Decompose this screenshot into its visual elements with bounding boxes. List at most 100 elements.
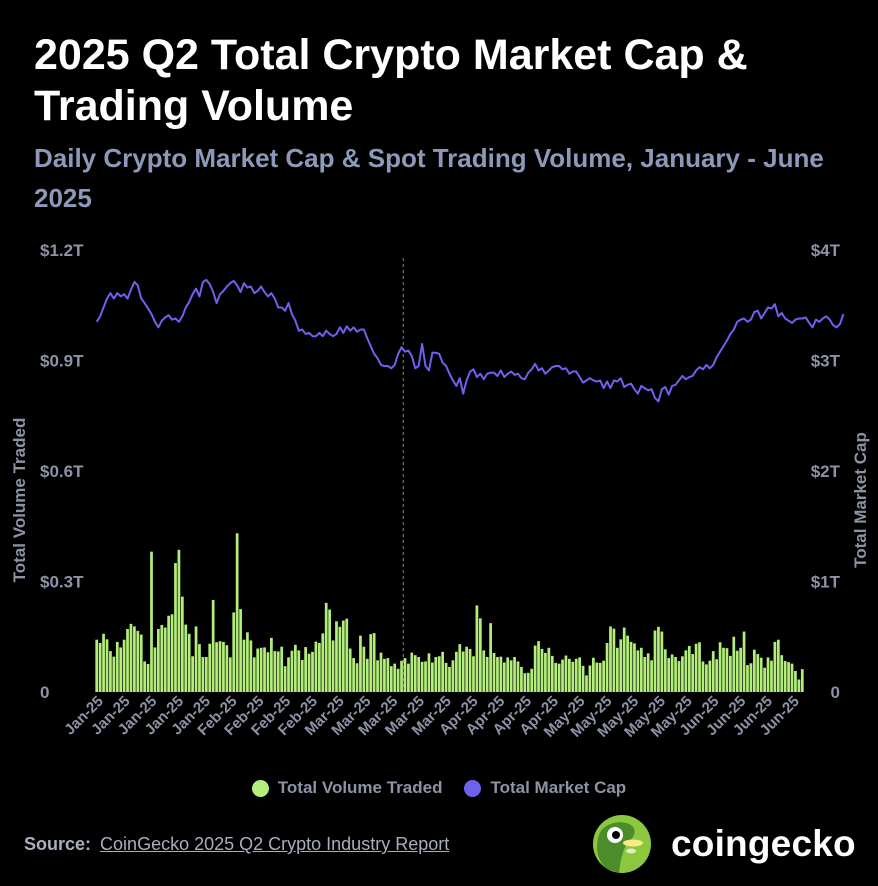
volume-bar — [335, 621, 338, 692]
volume-bar — [674, 657, 677, 692]
volume-bar — [667, 658, 671, 692]
volume-bar — [739, 647, 742, 692]
volume-bar — [766, 657, 770, 692]
volume-bar — [109, 651, 112, 692]
volume-bar — [533, 645, 537, 692]
volume-bar — [485, 657, 489, 692]
volume-bar — [126, 629, 129, 692]
volume-bar — [687, 645, 691, 692]
volume-bar — [547, 647, 551, 692]
volume-bar — [263, 647, 266, 692]
volume-bar — [619, 639, 623, 692]
volume-bar — [759, 657, 763, 692]
y-right-tick-label: $3T — [811, 352, 841, 371]
legend-item-market-cap[interactable]: Total Market Cap — [464, 778, 626, 798]
volume-bar — [636, 650, 640, 692]
volume-bar — [280, 646, 284, 692]
volume-bar — [294, 644, 297, 692]
y-left-tick-label: $1.2T — [40, 241, 84, 260]
volume-bar — [150, 551, 153, 692]
volume-bar — [526, 672, 530, 692]
volume-bar — [119, 647, 123, 692]
volume-bar — [790, 663, 794, 692]
volume-bar — [794, 671, 797, 692]
volume-bar — [163, 627, 167, 692]
volume-bar — [232, 612, 236, 692]
volume-bar — [643, 657, 647, 692]
volume-bar — [198, 644, 201, 692]
volume-bar — [540, 648, 544, 692]
volume-bar — [122, 639, 126, 692]
legend-item-volume[interactable]: Total Volume Traded — [251, 778, 442, 798]
volume-bar — [585, 675, 588, 692]
volume-bar — [386, 658, 390, 692]
volume-bar — [684, 650, 688, 692]
volume-bar — [639, 647, 643, 692]
volume-bar — [252, 657, 256, 692]
volume-bar — [324, 602, 328, 692]
volume-bar — [722, 647, 725, 692]
volume-bar — [701, 661, 705, 692]
volume-bar — [663, 649, 667, 692]
volume-bar — [174, 563, 177, 692]
volume-bar — [417, 657, 421, 692]
volume-bar — [615, 647, 619, 692]
volume-bar — [670, 654, 674, 692]
volume-bar — [300, 659, 304, 692]
y-left-tick-label: $0.6T — [40, 462, 84, 481]
volume-bar — [444, 662, 448, 692]
volume-bar — [492, 652, 496, 692]
volume-bar — [694, 643, 698, 692]
volume-bar — [383, 658, 386, 692]
chart-subtitle: Daily Crypto Market Cap & Spot Trading V… — [34, 143, 824, 213]
volume-bar — [595, 662, 599, 692]
volume-bar — [311, 651, 314, 692]
volume-bar — [136, 630, 140, 692]
chart-title: 2025 Q2 Total Crypto Market Cap & Tradin… — [34, 31, 748, 130]
volume-bar — [520, 666, 523, 692]
volume-bar — [211, 599, 215, 692]
y-left-tick-label: $0.9T — [40, 352, 84, 371]
volume-bar — [554, 662, 558, 692]
volume-bar — [276, 651, 280, 692]
volume-bar — [454, 651, 458, 692]
volume-bar — [437, 656, 441, 692]
volume-bar — [465, 646, 468, 692]
volume-bar — [266, 652, 270, 692]
volume-bar — [509, 660, 513, 692]
volume-bar — [681, 656, 684, 692]
volume-bar — [705, 664, 708, 693]
volume-bar — [352, 658, 355, 692]
volume-bar — [139, 634, 143, 692]
source-link[interactable]: CoinGecko 2025 Q2 Crypto Industry Report — [100, 834, 450, 854]
volume-bar — [523, 673, 527, 692]
volume-bar — [650, 660, 653, 692]
volume-bar — [270, 637, 273, 692]
volume-bar — [129, 623, 133, 692]
volume-bar — [359, 635, 362, 692]
volume-bar — [708, 660, 712, 692]
volume-bar — [239, 609, 242, 693]
volume-bar — [389, 666, 393, 692]
volume-bar — [633, 643, 636, 692]
volume-bar — [369, 634, 373, 692]
volume-bar — [321, 633, 325, 692]
market-cap-line — [95, 278, 845, 403]
volume-bar — [314, 641, 318, 692]
volume-bar — [698, 642, 701, 692]
volume-bar — [218, 641, 222, 692]
volume-bar — [400, 660, 403, 692]
volume-bar — [365, 658, 369, 692]
volume-bar — [410, 652, 414, 692]
volume-bar — [756, 654, 760, 692]
y-right-tick-label: $2T — [811, 462, 841, 481]
source-label: Source: — [24, 834, 92, 854]
volume-bar — [578, 657, 582, 692]
volume-bar — [98, 643, 102, 692]
volume-bar — [502, 662, 506, 692]
y-right-tick-label: 0 — [831, 683, 840, 702]
volume-bar — [537, 641, 540, 692]
volume-bar — [735, 650, 739, 692]
volume-bar — [725, 648, 729, 692]
volume-bar — [338, 626, 342, 692]
